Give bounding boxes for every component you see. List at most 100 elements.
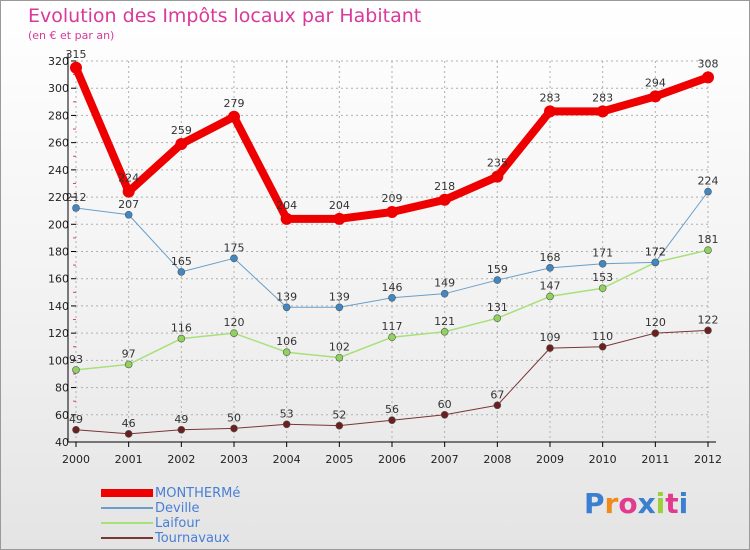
data-point (596, 105, 609, 118)
data-point (282, 303, 291, 312)
data-point (704, 187, 712, 196)
y-tick-label: 240 (48, 164, 69, 177)
data-point (124, 430, 133, 438)
data-label: 175 (224, 241, 245, 254)
data-point (440, 410, 449, 419)
data-point (335, 353, 344, 362)
data-label: 53 (280, 407, 294, 420)
x-tick-label: 2002 (167, 453, 195, 466)
data-point (704, 246, 712, 254)
data-point (335, 303, 344, 312)
data-label: 279 (224, 97, 245, 110)
data-labels: 49 46 49 50 53 52 56 60 67 109 110 120 122 93 97 116 120… (66, 48, 719, 430)
data-label: 204 (329, 199, 350, 212)
data-point (280, 212, 293, 225)
data-label: 120 (224, 316, 245, 329)
data-point (491, 170, 504, 183)
logo-letter: x (637, 487, 656, 520)
x-tick-label: 2012 (694, 453, 722, 466)
logo-letter: o (618, 487, 638, 520)
data-point (704, 326, 712, 335)
data-label: 207 (118, 198, 139, 211)
chart-title: Evolution des Impôts locaux par Habitant (28, 5, 422, 27)
data-point (546, 292, 554, 301)
data-point (177, 425, 186, 434)
data-point (388, 333, 396, 342)
x-tick-label: 2003 (220, 453, 248, 466)
data-point (228, 110, 240, 123)
data-point (122, 185, 135, 198)
legend-swatch-tournavaux (101, 537, 153, 539)
data-label: 109 (540, 331, 561, 344)
data-label: 171 (592, 247, 613, 260)
y-tick-label: 280 (48, 109, 69, 122)
logo-letter: P (584, 487, 605, 520)
logo-letter: i (678, 487, 689, 520)
y-tick-label: 80 (55, 382, 69, 395)
data-point (440, 327, 449, 336)
y-tick-label: 260 (48, 137, 69, 150)
data-point (72, 366, 80, 374)
y-tick-label: 140 (48, 300, 69, 313)
y-tick-label: 320 (48, 55, 69, 68)
data-label: 121 (434, 315, 455, 328)
data-label: 147 (540, 279, 561, 292)
logo-letter: r (604, 487, 619, 520)
proxiti-logo: Proxiti (584, 487, 688, 520)
data-label: 172 (645, 245, 666, 258)
data-label: 67 (490, 388, 504, 401)
legend-label-montherme: MONTHERMé (155, 486, 241, 501)
x-tick-label: 2010 (589, 453, 617, 466)
logo-letter: t (665, 487, 679, 520)
data-label: 315 (66, 48, 87, 61)
data-label: 283 (540, 91, 561, 104)
data-label: 159 (487, 263, 508, 276)
x-tick-label: 2005 (325, 453, 353, 466)
data-label: 168 (540, 251, 561, 264)
data-point (282, 420, 291, 429)
data-point (124, 360, 133, 369)
data-label: 131 (487, 301, 508, 314)
data-label: 116 (171, 322, 192, 335)
data-point (598, 284, 607, 293)
data-point (230, 254, 238, 263)
y-tick-label: 200 (48, 218, 69, 231)
data-label: 283 (592, 91, 613, 104)
data-point (440, 289, 449, 298)
data-point (230, 424, 238, 433)
data-point (124, 210, 133, 219)
y-tick-label: 120 (48, 327, 69, 340)
data-label: 106 (276, 335, 297, 348)
data-label: 259 (171, 124, 192, 137)
x-tick-label: 2001 (115, 453, 143, 466)
chart-subtitle: (en € et par an) (28, 29, 115, 42)
y-tick-label: 180 (48, 246, 69, 259)
data-point (335, 421, 344, 430)
data-label: 294 (645, 76, 666, 89)
data-point (388, 293, 396, 302)
data-label: 46 (122, 417, 136, 430)
legend-swatch-deville (101, 507, 153, 509)
y-tick-label: 60 (55, 409, 69, 422)
data-point (598, 259, 607, 268)
legend-label-laifour: Laifour (155, 516, 200, 531)
data-point (651, 329, 660, 337)
data-point (72, 204, 80, 212)
x-tick-label: 2004 (273, 453, 301, 466)
data-label: 209 (382, 192, 403, 205)
x-tick-label: 2009 (536, 453, 564, 466)
data-point (493, 314, 502, 322)
axes: 40 60 80 100 120 140 160 180 200 220 240 260 280 300 3… (48, 53, 722, 466)
data-point (438, 193, 451, 206)
x-tick-label: 2000 (62, 453, 90, 466)
data-point (70, 61, 82, 74)
series-lines (70, 61, 714, 438)
data-label: 110 (592, 330, 613, 343)
legend-label-deville: Deville (155, 501, 200, 516)
data-label: 139 (276, 290, 297, 303)
data-point (230, 329, 238, 337)
data-point (702, 71, 714, 84)
data-label: 139 (329, 290, 350, 303)
